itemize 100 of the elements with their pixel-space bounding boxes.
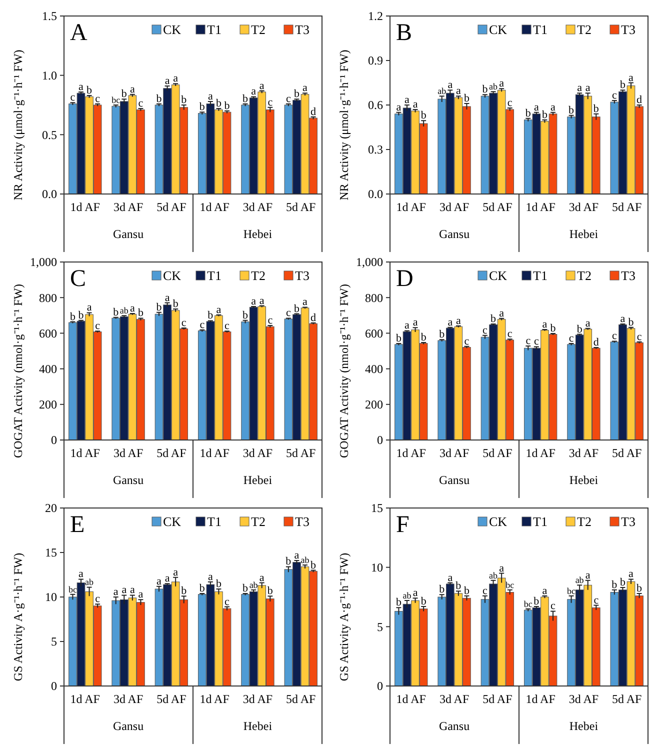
chart-title: F bbox=[396, 512, 410, 538]
data-label: b bbox=[593, 102, 600, 115]
legend-label: T2 bbox=[577, 268, 592, 283]
data-label: c bbox=[181, 317, 186, 330]
x-tick-label: 1d AF bbox=[396, 446, 426, 460]
x-tick-label: 3d AF bbox=[439, 200, 470, 214]
data-label: c bbox=[224, 596, 230, 608]
data-label: b bbox=[396, 332, 402, 345]
data-label: c bbox=[95, 320, 100, 332]
data-label: ab bbox=[438, 86, 447, 96]
data-label: a bbox=[164, 292, 170, 304]
y-tick-label: 0.5 bbox=[42, 128, 57, 142]
x-tick-label: 3d AF bbox=[568, 200, 599, 214]
y-tick-label: 15 bbox=[371, 501, 383, 516]
data-label: a bbox=[130, 302, 135, 314]
data-label: a bbox=[251, 296, 256, 308]
y-axis-title: NR Activity (μmol·g⁻¹·h⁻¹ FW) bbox=[11, 50, 25, 200]
data-label: a bbox=[302, 82, 308, 94]
data-label: ab bbox=[300, 554, 310, 565]
data-label: c bbox=[224, 320, 230, 332]
text: Gansu bbox=[112, 719, 144, 733]
x-tick-label: 5d AF bbox=[286, 200, 316, 214]
chart-title: C bbox=[70, 266, 86, 292]
data-label: c bbox=[550, 600, 556, 612]
chart-title: B bbox=[396, 20, 412, 46]
data-label: b bbox=[199, 582, 206, 594]
data-label: b bbox=[294, 302, 300, 315]
legend-label: T2 bbox=[577, 514, 592, 529]
data-label: b bbox=[439, 328, 446, 341]
data-label: a bbox=[448, 316, 453, 328]
data-label: b bbox=[294, 88, 300, 100]
data-label: b bbox=[628, 316, 634, 328]
x-tick-label: 1d AF bbox=[200, 200, 230, 214]
data-label: d bbox=[310, 106, 317, 118]
data-label: c bbox=[95, 92, 100, 105]
legend-label: CK bbox=[489, 514, 508, 529]
data-label: b bbox=[216, 578, 222, 590]
x-tick-label: 1d AF bbox=[200, 692, 230, 706]
y-tick-label: 10 bbox=[45, 590, 57, 604]
y-tick-label: 15 bbox=[45, 546, 57, 560]
text: Gansu bbox=[438, 719, 470, 733]
text: Gansu bbox=[438, 473, 470, 487]
data-label: d bbox=[593, 336, 600, 348]
text: Hebei bbox=[243, 719, 273, 733]
data-label: b bbox=[267, 585, 274, 598]
data-label: a bbox=[173, 566, 178, 578]
legend-label: T1 bbox=[533, 268, 548, 283]
y-axis-title: GOGAT Activity (nmol·g⁻¹·h⁻¹ FW) bbox=[11, 284, 25, 458]
data-label: c bbox=[526, 335, 531, 348]
x-tick-label: 3d AF bbox=[439, 446, 470, 460]
data-label: ab bbox=[249, 580, 258, 590]
data-label: a bbox=[585, 82, 590, 94]
x-tick-label: 5d AF bbox=[156, 200, 187, 214]
y-axis-title: GS Activity A·g⁻¹·h⁻¹ FW) bbox=[11, 552, 25, 682]
legend-label: CK bbox=[163, 22, 182, 37]
legend-label: CK bbox=[489, 22, 508, 37]
data-label: a bbox=[396, 101, 402, 114]
data-label: b bbox=[70, 310, 76, 323]
legend-label: T2 bbox=[251, 268, 266, 283]
x-tick-label: 5d AF bbox=[156, 692, 187, 706]
y-tick-label: 0 bbox=[377, 433, 383, 448]
data-label: a bbox=[259, 80, 264, 92]
legend-label: T1 bbox=[207, 268, 222, 283]
data-label: c bbox=[534, 336, 539, 348]
data-label: a bbox=[164, 75, 170, 88]
data-label: b bbox=[482, 84, 488, 96]
data-label: a bbox=[113, 586, 118, 598]
data-label: a bbox=[404, 94, 410, 106]
data-label: b bbox=[396, 596, 402, 609]
data-label: b bbox=[490, 312, 497, 325]
data-label: c bbox=[138, 98, 144, 110]
data-label: a bbox=[259, 294, 264, 307]
y-tick-label: 200 bbox=[39, 398, 57, 412]
text: Gansu bbox=[112, 227, 144, 241]
data-label: a bbox=[412, 316, 418, 329]
y-tick-label: 1,000 bbox=[356, 255, 383, 270]
data-label: b bbox=[156, 301, 162, 314]
y-tick-label: 0.0 bbox=[42, 187, 57, 202]
legend-label: T3 bbox=[621, 514, 636, 529]
data-label: b bbox=[138, 307, 144, 320]
x-tick-label: 1d AF bbox=[526, 692, 556, 706]
legend-label: T1 bbox=[533, 514, 548, 529]
x-tick-label: 1d AF bbox=[70, 692, 100, 706]
data-label: a bbox=[456, 85, 461, 98]
x-tick-label: 5d AF bbox=[286, 692, 316, 706]
data-label: b bbox=[224, 100, 230, 112]
data-label: b bbox=[78, 309, 84, 322]
data-label: b bbox=[612, 578, 618, 591]
data-label: a bbox=[585, 317, 590, 330]
x-tick-label: 5d AF bbox=[612, 692, 642, 706]
data-label: bc bbox=[506, 580, 514, 590]
chart-title: D bbox=[396, 266, 414, 292]
legend-label: T2 bbox=[251, 514, 266, 529]
x-tick-label: 1d AF bbox=[70, 446, 100, 460]
x-tick-label: 3d AF bbox=[568, 692, 599, 706]
x-tick-label: 3d AF bbox=[113, 200, 144, 214]
x-tick-label: 5d AF bbox=[482, 692, 513, 706]
legend-label: CK bbox=[163, 268, 182, 283]
data-label: b bbox=[86, 84, 93, 97]
data-label: b bbox=[568, 104, 575, 116]
